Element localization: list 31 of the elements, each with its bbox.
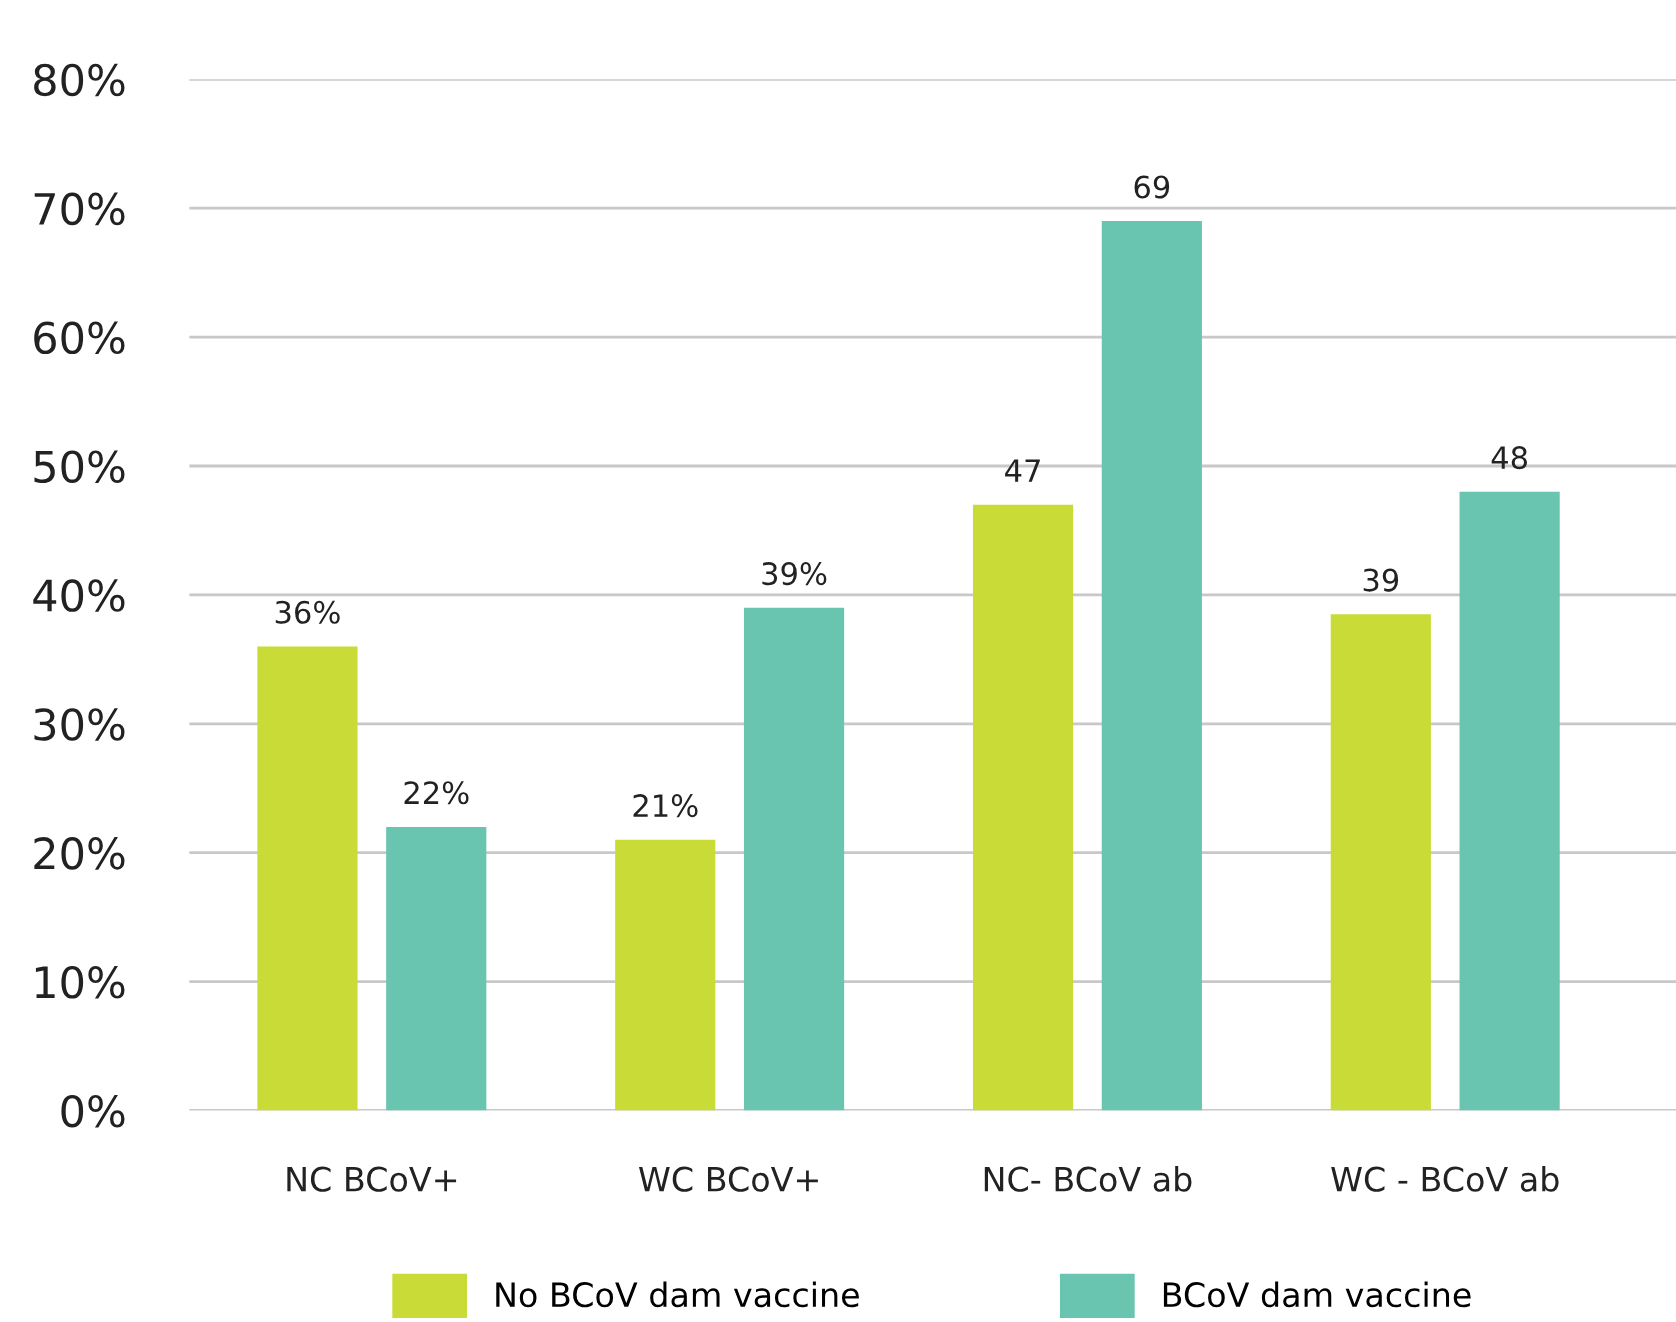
data-label: 39 (1363, 568, 1399, 592)
bar (386, 826, 487, 1111)
data-label: 39% (762, 562, 827, 586)
data-label: 69 (1134, 175, 1170, 199)
legend-label: BCoV dam vaccine (1163, 1281, 1471, 1308)
x-tick-label: NC- BCoV ab (984, 1166, 1192, 1192)
y-tick-label: 50% (34, 450, 125, 483)
bar (257, 646, 358, 1111)
x-tick-label: WC - BCoV ab (1331, 1166, 1559, 1192)
bar (743, 607, 845, 1111)
y-tick-label: 40% (33, 579, 125, 612)
y-tick-label: 60% (34, 321, 125, 355)
y-tick-label: 80% (34, 63, 125, 97)
bar (972, 504, 1074, 1111)
x-tick-label: NC BCoV+ (287, 1166, 457, 1192)
bar (1330, 614, 1431, 1111)
data-label: 21% (633, 794, 698, 818)
data-label: 36% (275, 600, 340, 624)
x-tick-label: WC BCoV+ (639, 1166, 818, 1192)
y-tick-label: 0% (61, 1094, 125, 1128)
y-tick-label: 30% (34, 708, 125, 741)
data-label: 48 (1491, 446, 1527, 470)
data-label: 47 (1005, 459, 1040, 482)
y-tick-label: 70% (34, 192, 125, 226)
y-tick-label: 20% (34, 837, 125, 870)
bar (1459, 491, 1560, 1111)
y-tick-label: 10% (35, 965, 125, 999)
legend-label: No BCoV dam vaccine (496, 1281, 859, 1308)
bar (1101, 221, 1202, 1111)
data-label: 22% (404, 781, 469, 805)
bar (615, 839, 716, 1111)
